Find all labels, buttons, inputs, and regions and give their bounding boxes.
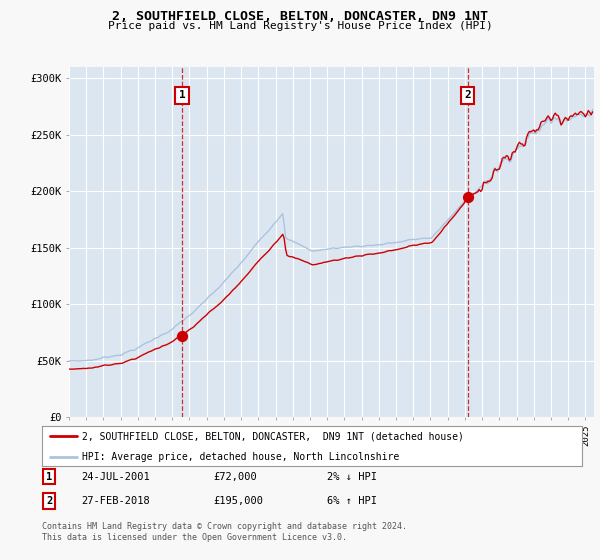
Text: 2: 2 xyxy=(464,90,471,100)
Text: 2: 2 xyxy=(46,496,52,506)
Point xyxy=(177,332,187,340)
Text: 6% ↑ HPI: 6% ↑ HPI xyxy=(327,496,377,506)
Text: 1: 1 xyxy=(46,472,52,482)
Text: 2% ↓ HPI: 2% ↓ HPI xyxy=(327,472,377,482)
Point xyxy=(463,193,472,202)
Text: HPI: Average price, detached house, North Lincolnshire: HPI: Average price, detached house, Nort… xyxy=(83,452,400,463)
Text: 2, SOUTHFIELD CLOSE, BELTON, DONCASTER, DN9 1NT: 2, SOUTHFIELD CLOSE, BELTON, DONCASTER, … xyxy=(112,10,488,23)
Text: £72,000: £72,000 xyxy=(213,472,257,482)
Text: 1: 1 xyxy=(179,90,185,100)
Text: 27-FEB-2018: 27-FEB-2018 xyxy=(81,496,150,506)
Text: Price paid vs. HM Land Registry's House Price Index (HPI): Price paid vs. HM Land Registry's House … xyxy=(107,21,493,31)
Text: 2, SOUTHFIELD CLOSE, BELTON, DONCASTER,  DN9 1NT (detached house): 2, SOUTHFIELD CLOSE, BELTON, DONCASTER, … xyxy=(83,431,464,441)
Text: 24-JUL-2001: 24-JUL-2001 xyxy=(81,472,150,482)
Text: £195,000: £195,000 xyxy=(213,496,263,506)
Text: Contains HM Land Registry data © Crown copyright and database right 2024.
This d: Contains HM Land Registry data © Crown c… xyxy=(42,522,407,542)
